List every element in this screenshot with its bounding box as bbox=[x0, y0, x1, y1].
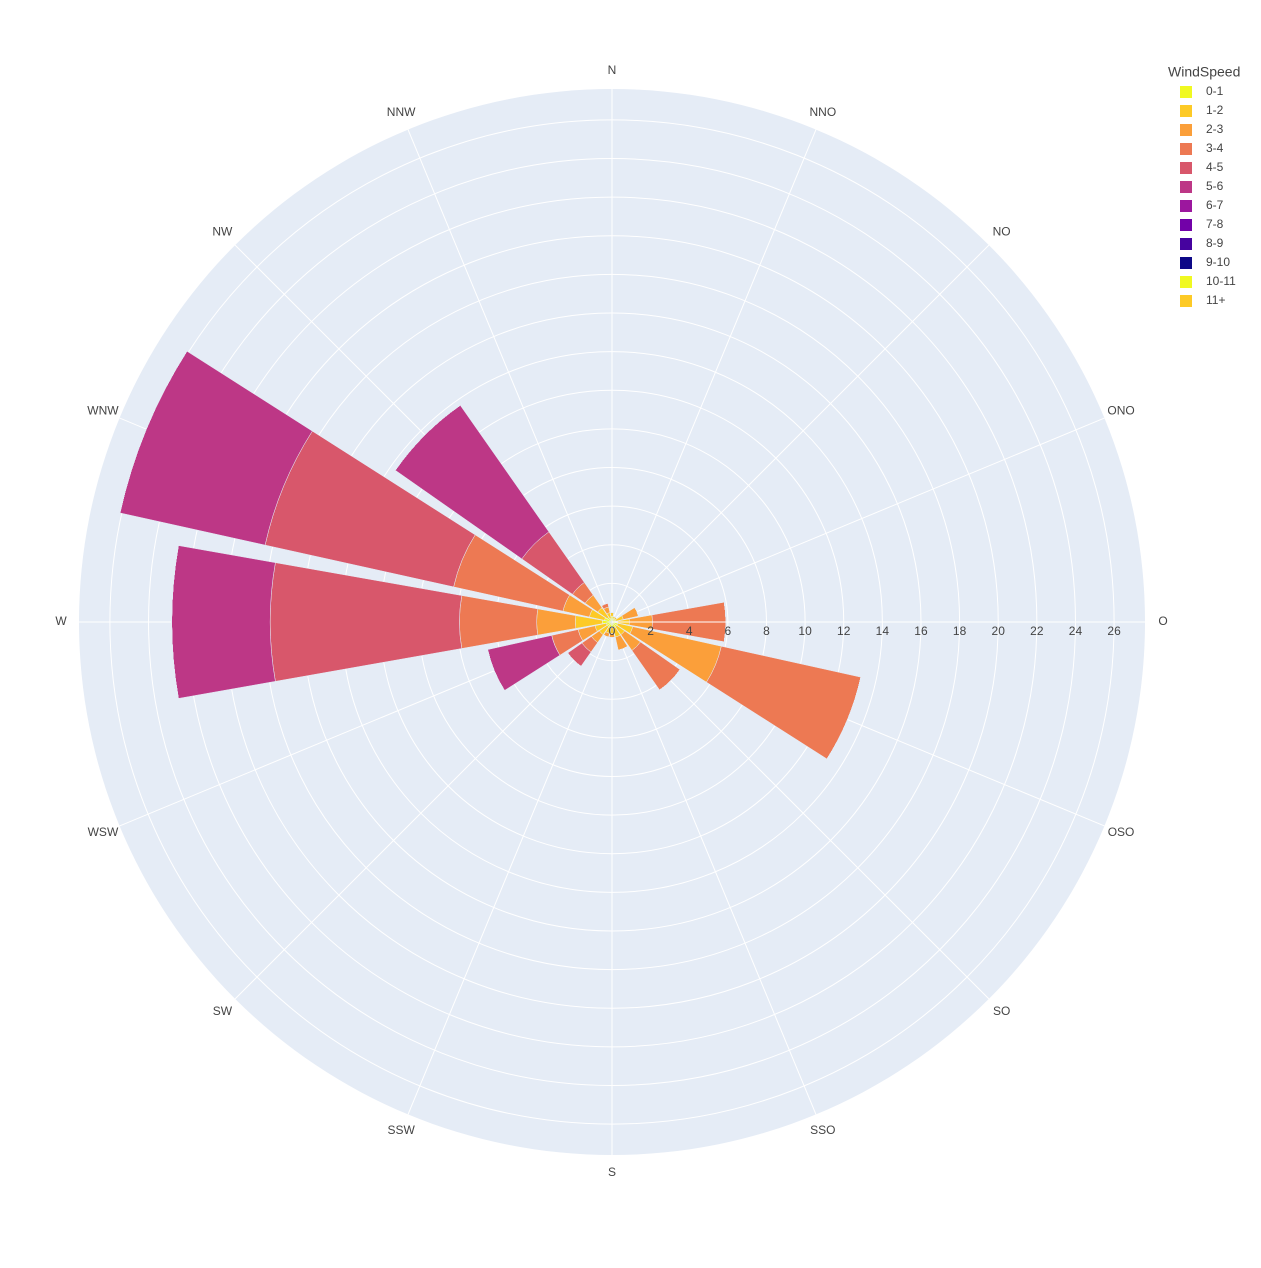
legend-swatch bbox=[1180, 124, 1192, 136]
legend-label: 7-8 bbox=[1206, 217, 1224, 231]
legend-label: 6-7 bbox=[1206, 198, 1224, 212]
legend-label: 5-6 bbox=[1206, 179, 1224, 193]
direction-label: ONO bbox=[1107, 403, 1134, 417]
direction-label: WSW bbox=[88, 825, 119, 839]
bar-segment bbox=[172, 546, 276, 699]
direction-label: NNW bbox=[387, 105, 416, 119]
direction-label: NW bbox=[212, 225, 233, 239]
legend-swatch bbox=[1180, 238, 1192, 250]
legend-label: 1-2 bbox=[1206, 103, 1224, 117]
direction-label: SW bbox=[213, 1004, 233, 1018]
legend-label: 11+ bbox=[1206, 293, 1225, 307]
legend-label: 9-10 bbox=[1206, 255, 1230, 269]
radial-tick-label: 12 bbox=[837, 624, 851, 638]
legend-swatch bbox=[1180, 200, 1192, 212]
legend-label: 3-4 bbox=[1206, 141, 1224, 155]
legend-swatch bbox=[1180, 105, 1192, 117]
legend-swatch bbox=[1180, 295, 1192, 307]
direction-label: S bbox=[608, 1165, 616, 1179]
direction-label: NO bbox=[993, 225, 1011, 239]
legend-swatch bbox=[1180, 257, 1192, 269]
radial-tick-label: 22 bbox=[1030, 624, 1044, 638]
legend-label: 4-5 bbox=[1206, 160, 1224, 174]
legend-title: WindSpeed bbox=[1168, 64, 1240, 80]
legend-swatch bbox=[1180, 276, 1192, 288]
radial-tick-label: 18 bbox=[953, 624, 967, 638]
legend-label: 0-1 bbox=[1206, 84, 1224, 98]
radial-tick-label: 6 bbox=[725, 624, 732, 638]
direction-label: SSO bbox=[810, 1123, 835, 1137]
radial-tick-label: 24 bbox=[1069, 624, 1083, 638]
legend-label: 2-3 bbox=[1206, 122, 1224, 136]
radial-tick-label: 4 bbox=[686, 624, 693, 638]
legend-label: 8-9 bbox=[1206, 236, 1224, 250]
legend-swatch bbox=[1180, 86, 1192, 98]
direction-label: OSO bbox=[1108, 825, 1135, 839]
radial-tick-label: 26 bbox=[1107, 624, 1121, 638]
legend-label: 10-11 bbox=[1206, 274, 1236, 288]
radial-tick-label: 14 bbox=[876, 624, 890, 638]
radial-tick-label: 2 bbox=[647, 624, 654, 638]
direction-label: O bbox=[1158, 614, 1167, 628]
radial-tick-label: 10 bbox=[798, 624, 812, 638]
radial-tick-label: 8 bbox=[763, 624, 770, 638]
direction-label: NNO bbox=[810, 105, 837, 119]
direction-label: W bbox=[55, 614, 67, 628]
radial-tick-label: 20 bbox=[992, 624, 1006, 638]
direction-label: SO bbox=[993, 1004, 1010, 1018]
legend-swatch bbox=[1180, 181, 1192, 193]
legend-swatch bbox=[1180, 143, 1192, 155]
legend-swatch bbox=[1180, 162, 1192, 174]
radial-tick-label: 16 bbox=[914, 624, 928, 638]
legend-swatch bbox=[1180, 219, 1192, 231]
direction-label: N bbox=[608, 63, 617, 77]
radial-tick-label: 0 bbox=[609, 624, 616, 638]
direction-label: SSW bbox=[387, 1123, 415, 1137]
direction-label: WNW bbox=[87, 403, 119, 417]
